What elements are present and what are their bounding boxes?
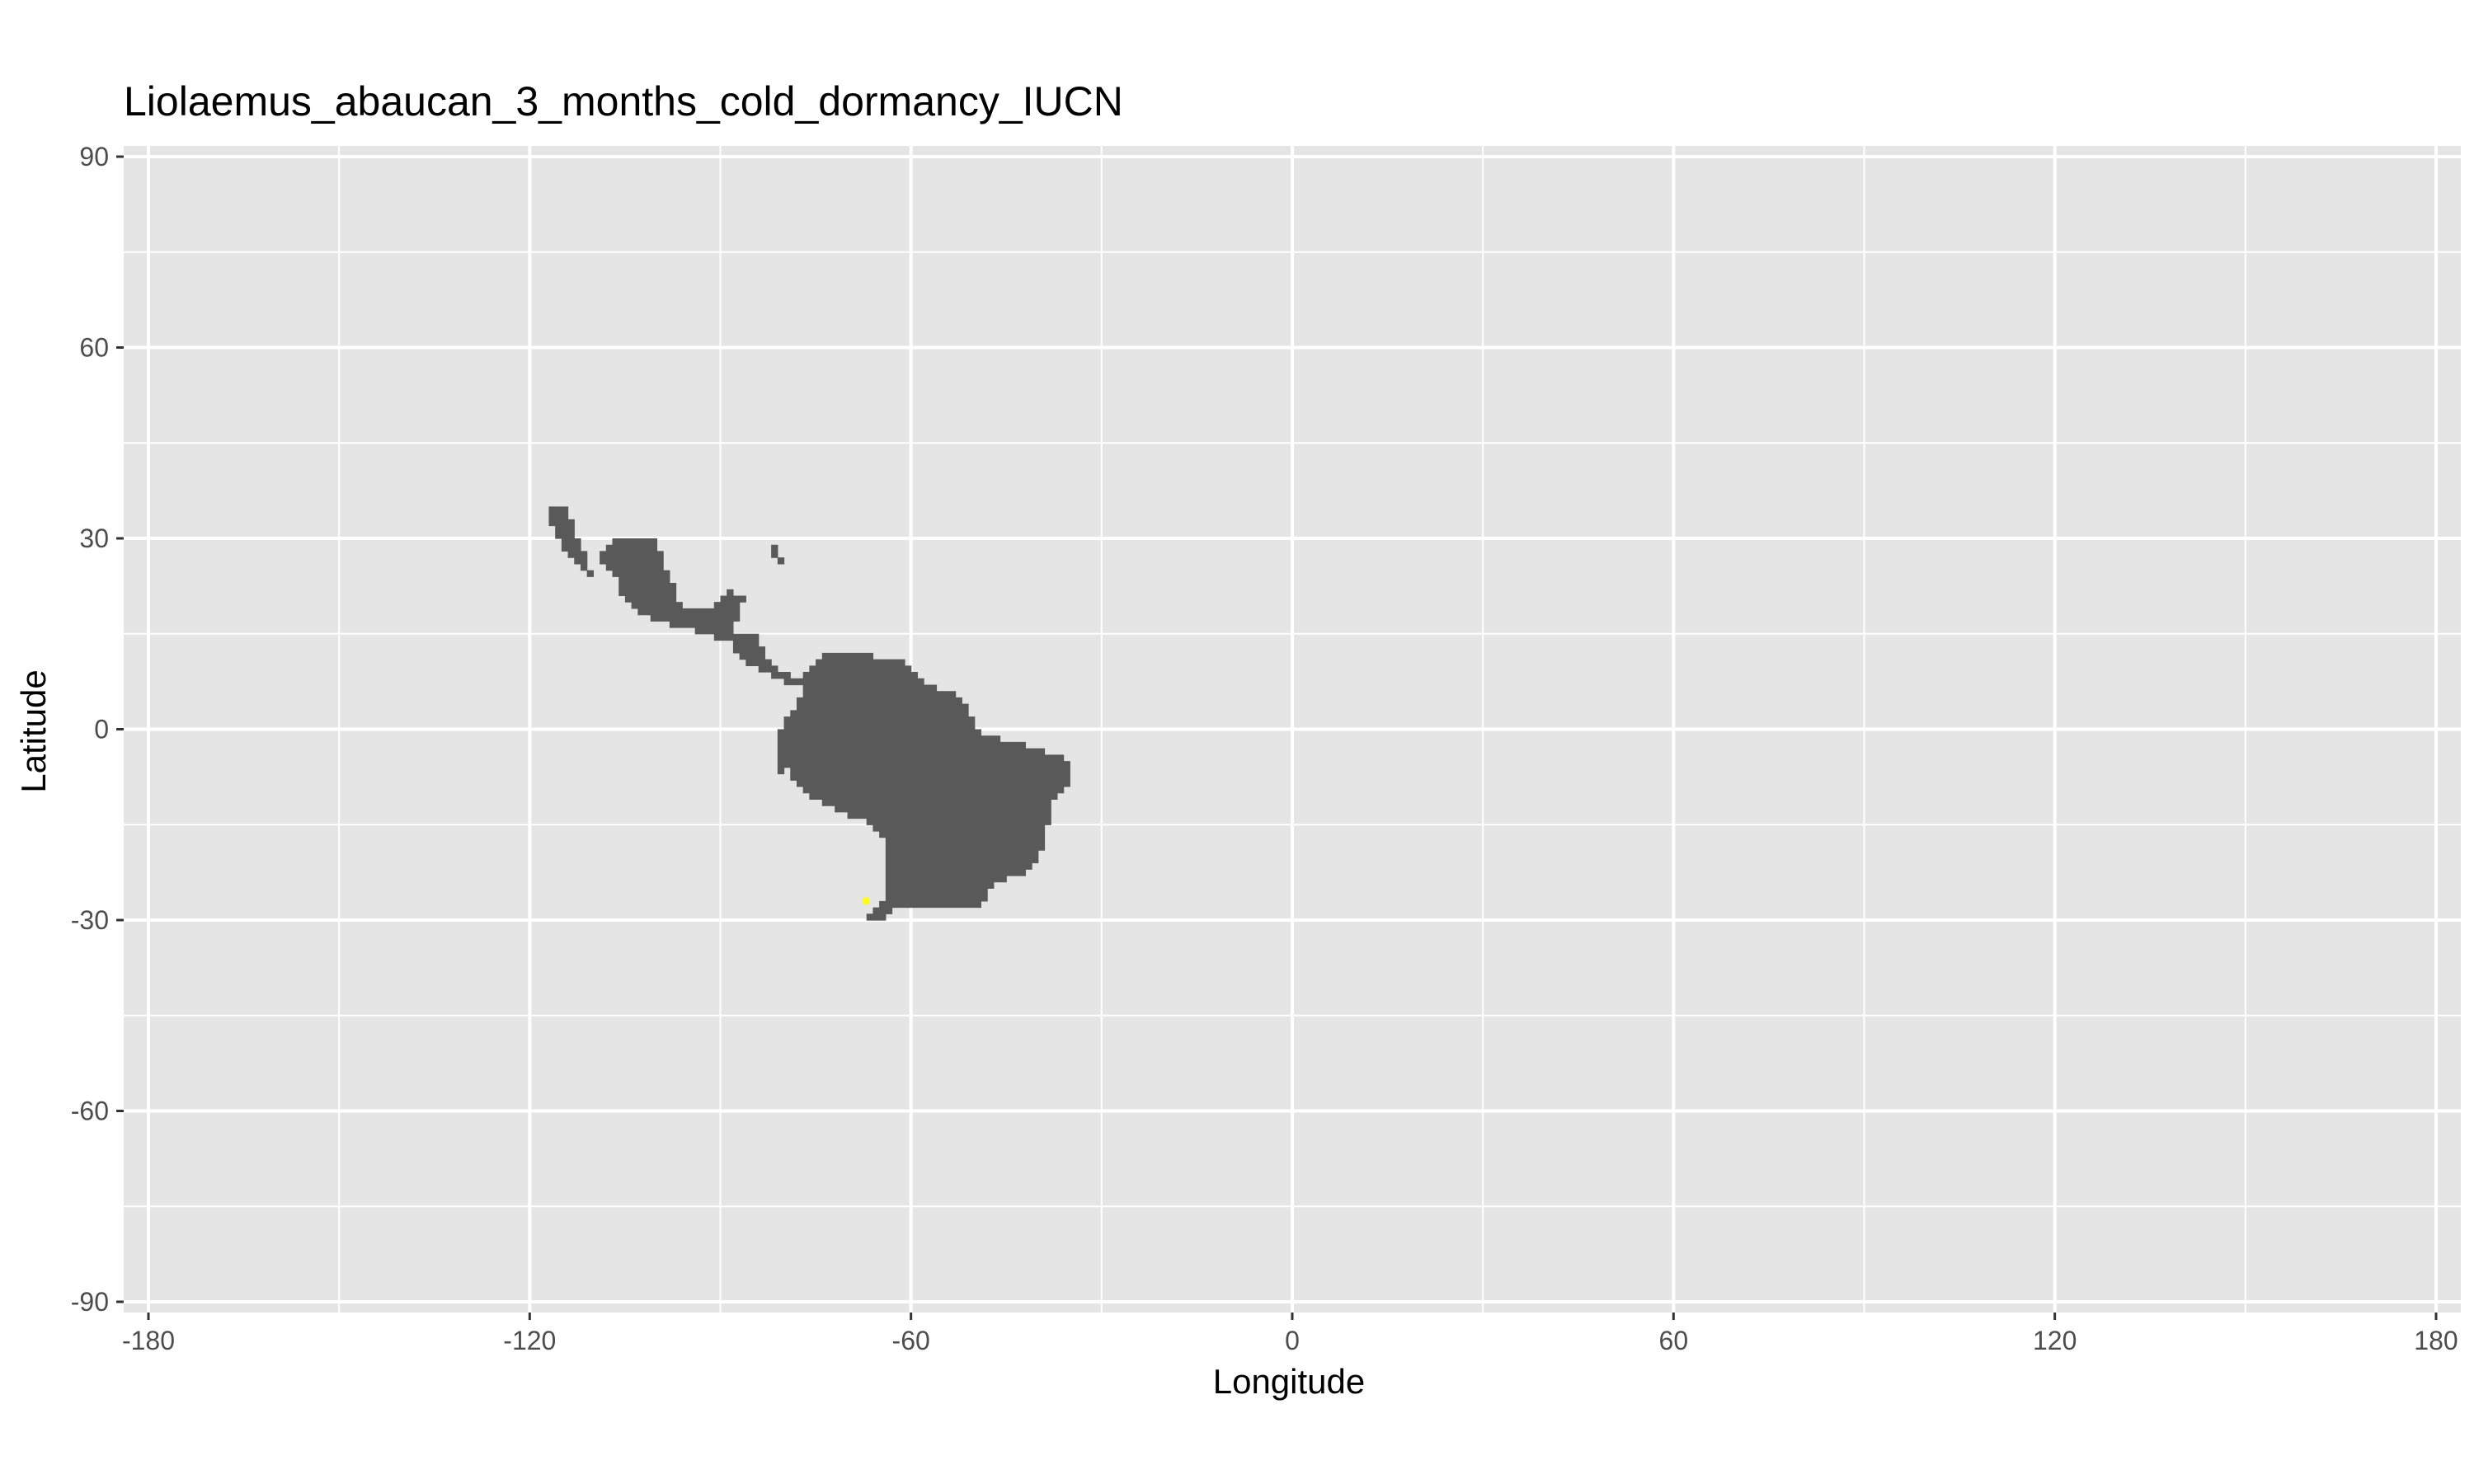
y-tick-label: 60: [79, 333, 109, 363]
x-tick-label: -180: [122, 1326, 175, 1355]
y-tick-label: 90: [79, 142, 109, 171]
y-tick-label: -30: [71, 905, 109, 935]
land-raster: [548, 506, 1070, 921]
occurrence-cell: [863, 897, 870, 904]
land-cells: [548, 506, 1070, 921]
x-axis: -180 -120 -60 0 60 120 180: [122, 1313, 2458, 1355]
x-tick-label: 120: [2033, 1326, 2077, 1355]
x-tick-label: -60: [892, 1326, 930, 1355]
y-axis-title: Latitude: [14, 669, 53, 792]
y-tick-label: -60: [71, 1097, 109, 1126]
x-tick-label: 0: [1285, 1326, 1300, 1355]
y-axis: 90 60 30 0 -30 -60 -90: [71, 142, 124, 1317]
x-tick-label: 180: [2414, 1326, 2458, 1355]
occurrence-cells: [863, 897, 870, 904]
x-tick-label: -120: [503, 1326, 556, 1355]
y-tick-label: -90: [71, 1287, 109, 1317]
chart-title: Liolaemus_abaucan_3_months_cold_dormancy…: [124, 78, 1123, 124]
x-axis-title: Longitude: [1213, 1362, 1366, 1401]
y-tick-label: 30: [79, 524, 109, 553]
y-tick-label: 0: [94, 715, 109, 744]
x-tick-label: 60: [1659, 1326, 1689, 1355]
